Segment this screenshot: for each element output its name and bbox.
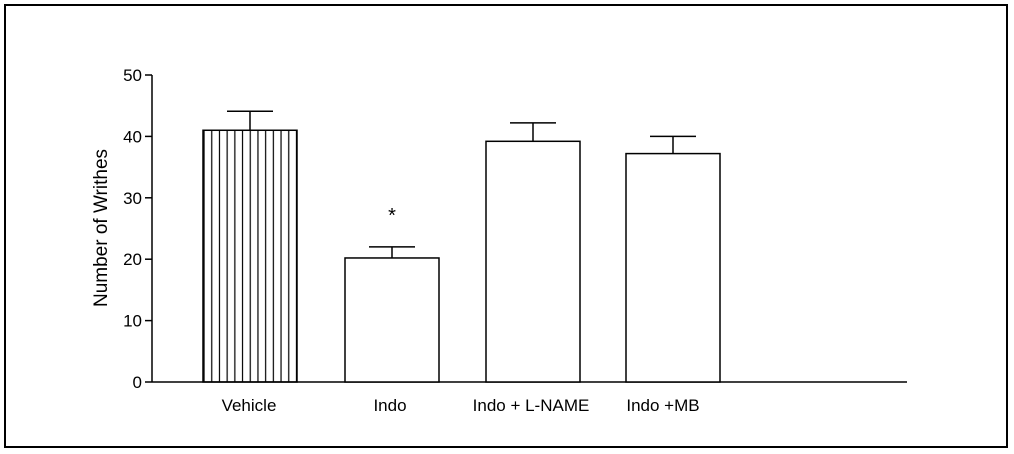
- bar: [344, 257, 440, 383]
- y-tick-label: 30: [123, 189, 142, 208]
- significance-marker: *: [388, 205, 396, 227]
- x-category-label: Indo: [373, 396, 406, 415]
- x-category-label: Indo + L-NAME: [473, 396, 590, 415]
- bar: [485, 140, 581, 383]
- y-tick-label: 50: [123, 66, 142, 85]
- y-tick-label: 0: [133, 373, 142, 392]
- y-axis-label: Number of Writhes: [91, 149, 112, 307]
- y-tick-label: 40: [123, 127, 142, 146]
- bar: [625, 152, 721, 383]
- x-category-label: Indo +MB: [626, 396, 699, 415]
- y-tick-label: 10: [123, 312, 142, 331]
- x-category-label: Vehicle: [222, 396, 277, 415]
- bar: [202, 129, 298, 383]
- y-tick-label: 20: [123, 250, 142, 269]
